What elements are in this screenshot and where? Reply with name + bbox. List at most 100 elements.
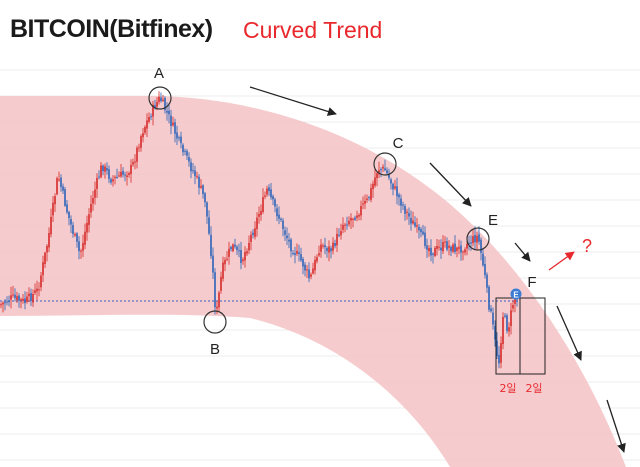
box-label-right: 2일	[525, 381, 542, 395]
candle-body	[162, 99, 164, 101]
candle-body	[22, 298, 24, 301]
candle-body	[194, 170, 196, 177]
candle-body	[486, 274, 488, 288]
candle-body	[238, 250, 240, 252]
candle-body	[382, 166, 384, 169]
arrow-2	[429, 162, 472, 207]
candle-body	[40, 275, 42, 288]
candle-body	[302, 258, 304, 267]
candle-body	[426, 245, 428, 250]
candle-body	[342, 224, 344, 230]
candle-body	[262, 197, 264, 212]
candle-body	[330, 248, 332, 252]
candle-body	[44, 252, 46, 264]
candle-body	[82, 242, 84, 251]
candle-body	[392, 183, 394, 190]
arrow-4	[556, 305, 582, 361]
candle-body	[8, 301, 10, 303]
candle-body	[188, 157, 190, 162]
candle-body	[122, 170, 124, 175]
candle-body	[420, 229, 422, 233]
box-label-left: 2일	[499, 381, 516, 395]
candle-body	[214, 272, 216, 308]
candle-body	[422, 231, 424, 235]
candle-body	[358, 214, 360, 217]
candle-body	[314, 259, 316, 271]
candle-body	[20, 299, 22, 301]
candle-body	[508, 327, 510, 332]
candle-body	[494, 326, 496, 340]
candle-body	[90, 204, 92, 213]
candle-body	[500, 343, 502, 363]
marker-b-label: B	[210, 341, 220, 358]
candle-body	[46, 245, 48, 253]
candle-body	[322, 245, 324, 247]
candle-body	[258, 213, 260, 217]
candle-body	[4, 302, 6, 304]
candle-body	[66, 204, 68, 213]
candle-body	[180, 136, 182, 144]
candle-body	[210, 234, 212, 257]
candle-body	[380, 169, 382, 170]
candle-body	[462, 251, 464, 253]
candle-body	[100, 165, 102, 178]
candle-body	[128, 173, 130, 175]
candle-body	[504, 315, 506, 317]
candle-body	[406, 211, 408, 213]
candle-body	[166, 110, 168, 113]
candle-body	[304, 264, 306, 271]
candle-body	[182, 144, 184, 153]
candle-body	[56, 178, 58, 195]
candle-body	[108, 169, 110, 179]
candle-body	[88, 214, 90, 225]
candle-body	[432, 253, 434, 255]
candle-body	[344, 224, 346, 226]
candle-body	[298, 252, 300, 254]
candle-body	[134, 161, 136, 163]
candle-body	[94, 189, 96, 198]
candle-body	[430, 247, 432, 256]
candle-body	[146, 120, 148, 129]
marker-b-circle	[203, 310, 227, 334]
candle-body	[478, 234, 480, 242]
candle-body	[120, 171, 122, 177]
candle-body	[124, 174, 126, 176]
arrow-1	[249, 86, 337, 116]
marker-f-label: F	[527, 274, 536, 291]
candle-body	[98, 176, 100, 178]
candle-body	[256, 217, 258, 230]
candle-body	[338, 234, 340, 236]
candle-body	[154, 105, 156, 109]
candle-body	[204, 193, 206, 203]
candle-body	[502, 317, 504, 344]
candle-body	[396, 186, 398, 197]
candle-body	[72, 225, 74, 234]
candle-body	[310, 274, 312, 277]
candle-body	[10, 295, 12, 300]
candle-body	[292, 253, 294, 255]
candle-body	[308, 269, 310, 279]
projection-boxes: 2일 2일	[495, 297, 546, 395]
candle-body	[92, 198, 94, 204]
candle-body	[284, 230, 286, 235]
candle-body	[192, 170, 194, 172]
candle-body	[50, 216, 52, 235]
candle-body	[208, 217, 210, 234]
badge-label: E	[513, 291, 519, 300]
question-mark: ?	[582, 236, 592, 256]
candle-body	[446, 241, 448, 250]
marker-a-circle	[148, 86, 172, 110]
candle-body	[514, 299, 516, 304]
candle-body	[86, 222, 88, 233]
candle-body	[32, 294, 34, 303]
candle-body	[156, 101, 158, 107]
candle-body	[362, 203, 364, 205]
candle-body	[200, 186, 202, 188]
candle-body	[140, 136, 142, 148]
candle-body	[168, 110, 170, 115]
candle-body	[80, 250, 82, 252]
candle-body	[158, 96, 160, 102]
candle-body	[14, 294, 16, 299]
candle-body	[244, 252, 246, 261]
candle-body	[408, 213, 410, 217]
